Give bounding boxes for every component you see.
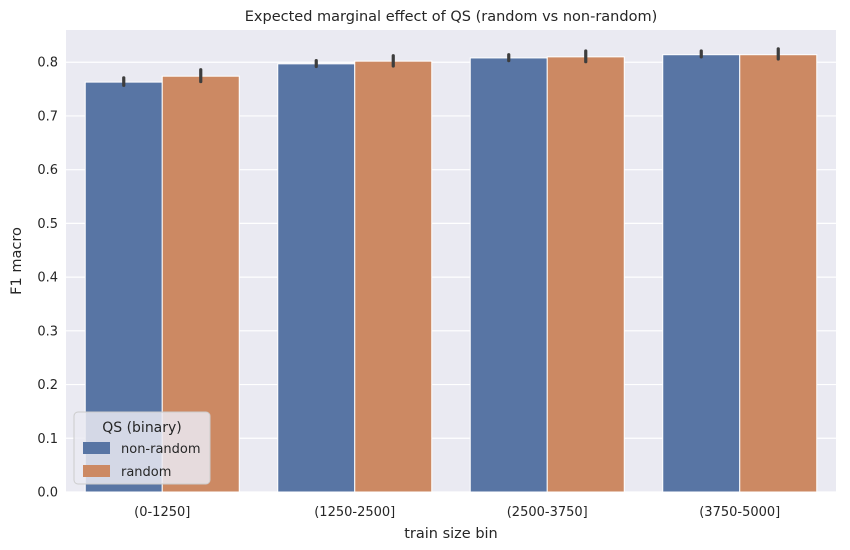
bar-non-random [662,54,741,493]
legend-title: QS (binary) [102,420,182,436]
legend-label-random: random [121,465,171,480]
x-tick-label: (3750-5000] [699,505,780,520]
x-tick-label: (0-1250] [134,505,190,520]
error-bars [122,47,780,87]
x-tick-labels: (0-1250] (1250-2500] (2500-3750] (3750-5000… [134,505,780,520]
bar-random [354,60,433,493]
y-tick-label: 0.8 [37,56,58,71]
y-tick-label: 0.7 [37,109,58,124]
bar-non-random [469,57,548,493]
y-axis-label: F1 macro [9,227,25,295]
y-tick-label: 0.5 [37,217,58,232]
x-tick-label: (1250-2500] [314,505,395,520]
legend-swatch-random [83,465,110,477]
chart-title: Expected marginal effect of QS (random v… [245,9,657,25]
y-tick-label: 0.0 [37,486,58,501]
y-tick-label: 0.6 [37,163,58,178]
bar-non-random [277,63,356,493]
bar-random [739,54,818,493]
y-tick-label: 0.3 [37,324,58,339]
y-tick-labels: 0.0 0.1 0.2 0.3 0.4 0.5 0.6 0.7 0.8 [37,56,58,501]
y-tick-label: 0.4 [37,271,58,286]
legend-swatch-non-random [83,442,110,454]
y-tick-label: 0.2 [37,378,58,393]
bar-random [546,56,625,493]
y-tick-label: 0.1 [37,432,58,447]
x-tick-label: (2500-3750] [507,505,588,520]
legend-label-non-random: non-random [121,442,201,457]
x-axis-label: train size bin [404,526,498,542]
legend: QS (binary) non-random random [73,411,211,485]
